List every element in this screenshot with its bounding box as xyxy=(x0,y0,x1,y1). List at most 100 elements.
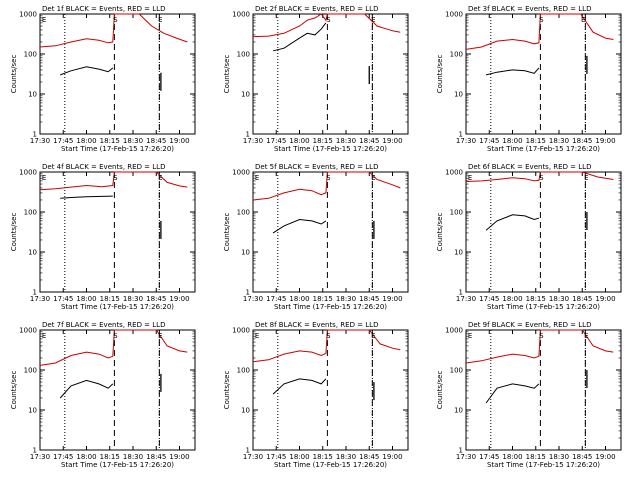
x-tick-label: 19:00 xyxy=(382,295,402,303)
chart-panel: Det 9f BLACK = Events, RED = LLD 1 10 100 10… xyxy=(436,321,622,469)
y-axis-label: Counts/sec xyxy=(436,371,444,410)
plot-frame xyxy=(39,171,196,293)
chart-panel: Det 3f BLACK = Events, RED = LLD 1 10 100 10… xyxy=(436,5,622,153)
chart-title: Det 8f BLACK = Events, RED = LLD xyxy=(255,321,378,329)
x-tick-label: 17:45 xyxy=(53,295,73,303)
y-tick-label: 1000 xyxy=(445,169,463,177)
series-line xyxy=(272,378,327,395)
x-tick-label: 17:30 xyxy=(30,453,50,461)
event-marker-label: E xyxy=(371,332,375,340)
event-marker-label: S xyxy=(113,174,118,182)
x-tick-label: 17:45 xyxy=(266,453,286,461)
y-tick-label: 10 xyxy=(454,91,463,99)
y-tick-label: 1 xyxy=(459,447,463,455)
plot-frame xyxy=(252,13,409,135)
x-tick-label: 18:00 xyxy=(76,137,96,145)
y-tick-label: 100 xyxy=(24,51,37,59)
chart-title: Det 9f BLACK = Events, RED = LLD xyxy=(468,321,591,329)
event-marker-label: S xyxy=(326,16,331,24)
chart-title: Det 2f BLACK = Events, RED = LLD xyxy=(255,5,378,13)
chart-title: Det 6f BLACK = Events, RED = LLD xyxy=(468,163,591,171)
x-tick-label: 17:45 xyxy=(266,137,286,145)
x-tick-label: 19:00 xyxy=(595,295,615,303)
x-tick-label: 17:45 xyxy=(479,453,499,461)
x-tick-label: 19:00 xyxy=(595,453,615,461)
x-tick-label: 18:00 xyxy=(502,453,522,461)
y-tick-label: 1 xyxy=(33,131,37,139)
y-tick-label: 1 xyxy=(33,447,37,455)
plot-frame xyxy=(465,171,622,293)
event-marker-label: E xyxy=(42,174,46,182)
x-tick-label: 18:00 xyxy=(289,295,309,303)
y-tick-label: 10 xyxy=(28,91,37,99)
x-axis-label: Start Time (17-Feb-15 17:26:20) xyxy=(61,145,174,153)
event-marker-label: E xyxy=(581,16,585,24)
series-line xyxy=(252,13,401,38)
chart-panel: Det 2f BLACK = Events, RED = LLD 1 10 100 10… xyxy=(223,5,409,153)
chart-panel: Det 6f BLACK = Events, RED = LLD 1 10 100 10… xyxy=(436,163,622,311)
y-axis-label: Counts/sec xyxy=(436,55,444,94)
y-tick-label: 1 xyxy=(246,289,250,297)
series-line xyxy=(485,67,540,76)
y-tick-label: 10 xyxy=(28,407,37,415)
chart-panel: Det 4f BLACK = Events, RED = LLD 1 10 100 10… xyxy=(10,163,196,311)
x-tick-label: 18:00 xyxy=(502,295,522,303)
x-axis-label: Start Time (17-Feb-15 17:26:20) xyxy=(487,145,600,153)
x-tick-label: 18:30 xyxy=(549,295,569,303)
y-tick-label: 10 xyxy=(454,249,463,257)
y-tick-label: 10 xyxy=(454,407,463,415)
chart-title: Det 4f BLACK = Events, RED = LLD xyxy=(42,163,165,171)
chart-panel: Det 5f BLACK = Events, RED = LLD 1 10 100 10… xyxy=(223,163,409,311)
event-marker-label: S xyxy=(539,174,544,182)
event-marker-label: E xyxy=(468,174,472,182)
y-axis-label: Counts/sec xyxy=(10,213,18,252)
x-tick-label: 19:00 xyxy=(382,137,402,145)
series-line xyxy=(465,13,614,50)
x-tick-label: 17:30 xyxy=(456,453,476,461)
x-tick-label: 18:15 xyxy=(526,137,546,145)
y-tick-label: 1000 xyxy=(232,327,250,335)
x-tick-label: 17:30 xyxy=(456,137,476,145)
x-axis-label: Start Time (17-Feb-15 17:26:20) xyxy=(61,303,174,311)
y-tick-label: 10 xyxy=(241,407,250,415)
x-tick-label: 19:00 xyxy=(382,453,402,461)
series-line xyxy=(39,13,188,48)
x-tick-label: 17:30 xyxy=(456,295,476,303)
x-tick-label: 18:30 xyxy=(123,295,143,303)
event-marker-label: E xyxy=(255,332,259,340)
y-tick-label: 1 xyxy=(459,131,463,139)
event-marker-label: E xyxy=(158,174,162,182)
x-axis-label: Start Time (17-Feb-15 17:26:20) xyxy=(61,461,174,469)
x-tick-label: 18:45 xyxy=(146,295,166,303)
event-marker-label: E xyxy=(42,332,46,340)
y-tick-label: 1 xyxy=(33,289,37,297)
chart-panel: Det 8f BLACK = Events, RED = LLD 1 10 100 10… xyxy=(223,321,409,469)
x-tick-label: 18:30 xyxy=(549,453,569,461)
y-axis-label: Counts/sec xyxy=(10,371,18,410)
x-tick-label: 18:30 xyxy=(123,453,143,461)
event-marker-label: E xyxy=(255,174,259,182)
y-tick-label: 10 xyxy=(241,91,250,99)
y-axis-label: Counts/sec xyxy=(10,55,18,94)
x-tick-label: 18:15 xyxy=(526,453,546,461)
y-tick-label: 100 xyxy=(450,209,463,217)
x-tick-label: 18:45 xyxy=(359,453,379,461)
chart-title: Det 5f BLACK = Events, RED = LLD xyxy=(255,163,378,171)
x-tick-label: 18:00 xyxy=(289,137,309,145)
event-marker-label: E xyxy=(42,16,46,24)
chart-panel: Det 1f BLACK = Events, RED = LLD 1 10 100 10… xyxy=(10,5,196,153)
chart-title: Det 1f BLACK = Events, RED = LLD xyxy=(42,5,165,13)
x-tick-label: 18:45 xyxy=(359,137,379,145)
event-marker-label: S xyxy=(539,16,544,24)
y-axis-label: Counts/sec xyxy=(436,213,444,252)
event-marker-label: S xyxy=(113,16,118,24)
series-line xyxy=(59,379,114,399)
x-axis-label: Start Time (17-Feb-15 17:26:20) xyxy=(274,145,387,153)
y-axis-label: Counts/sec xyxy=(223,213,231,252)
x-tick-label: 18:15 xyxy=(313,453,333,461)
plot-frame xyxy=(252,329,409,451)
x-tick-label: 19:00 xyxy=(595,137,615,145)
event-marker-label: E xyxy=(158,332,162,340)
y-tick-label: 100 xyxy=(237,209,250,217)
x-tick-label: 18:15 xyxy=(100,137,120,145)
